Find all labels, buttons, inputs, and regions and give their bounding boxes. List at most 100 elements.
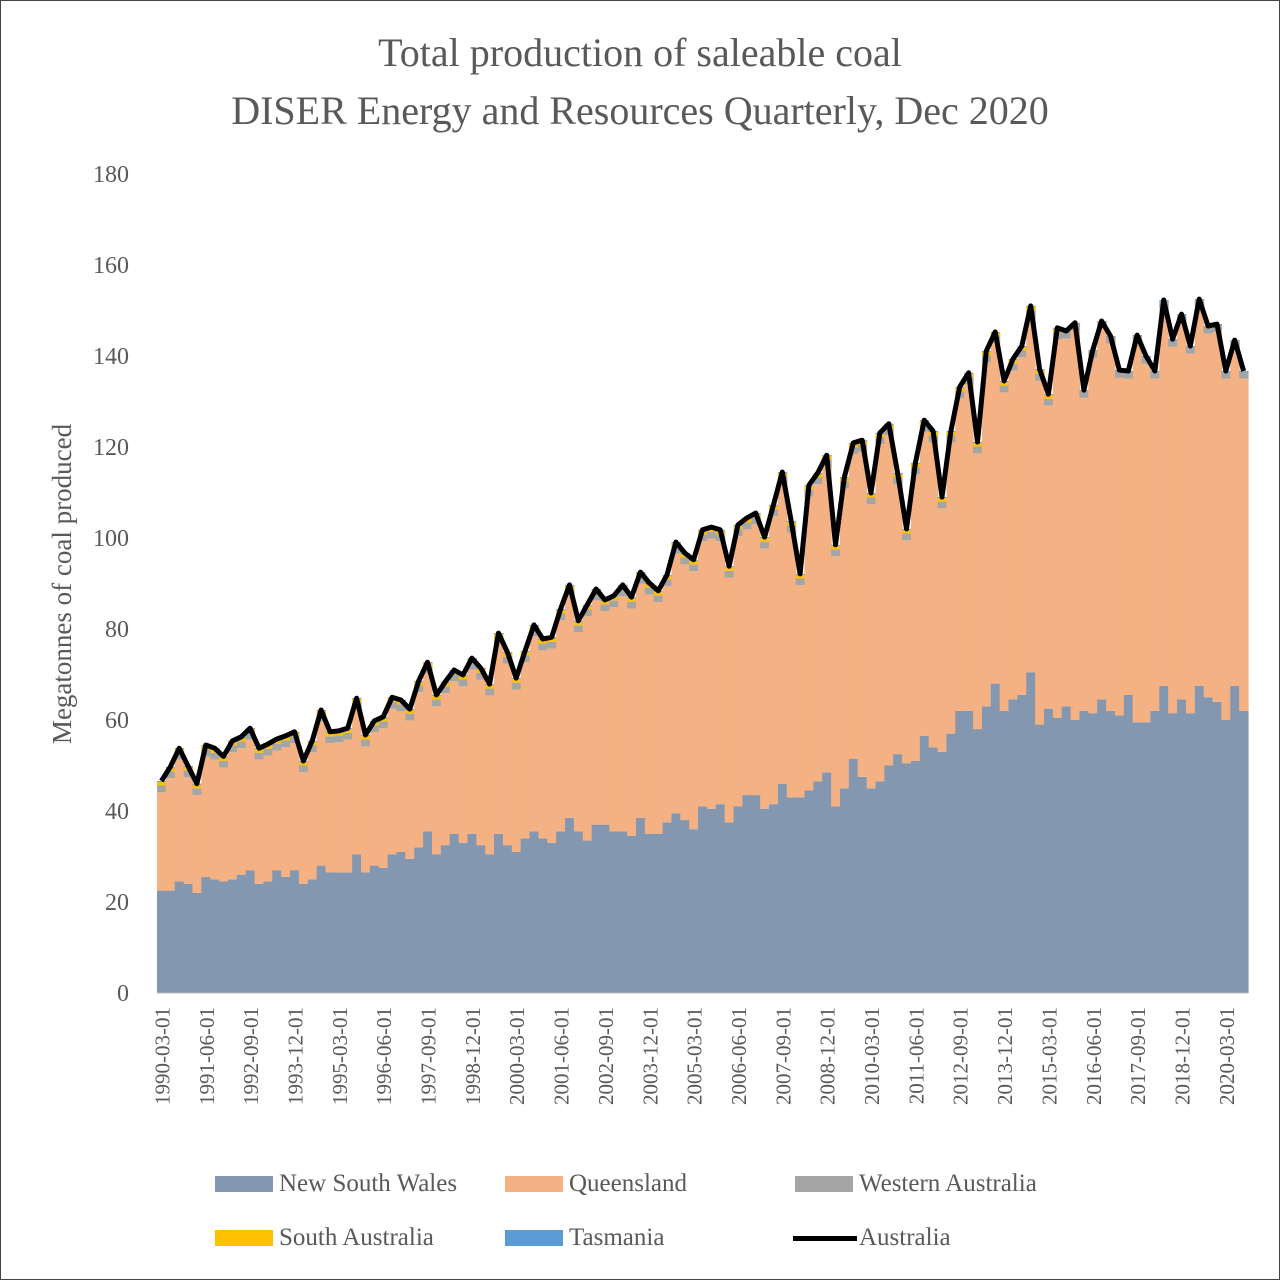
area-segment-new-south-wales	[245, 870, 256, 993]
area-segment-queensland	[1097, 328, 1107, 700]
area-segment-western-australia	[813, 477, 823, 485]
area-segment-south-australia	[361, 735, 371, 740]
area-segment-new-south-wales	[1097, 699, 1107, 993]
area-segment-new-south-wales	[1035, 724, 1045, 993]
area-segment-queensland	[733, 536, 744, 807]
area-segment-queensland	[1017, 357, 1027, 695]
legend-item-sa: South Australia	[215, 1224, 434, 1252]
x-tick-label: 2008-12-01	[816, 1007, 840, 1105]
area-segment-new-south-wales	[600, 824, 610, 993]
area-segment-queensland	[804, 496, 814, 791]
area-segment-western-australia	[1017, 350, 1027, 358]
area-segment-south-australia	[1043, 395, 1054, 399]
area-segment-queensland	[467, 669, 477, 834]
area-segment-new-south-wales	[325, 872, 335, 993]
area-segment-queensland	[1194, 306, 1205, 686]
area-segment-new-south-wales	[813, 781, 823, 993]
area-segment-south-australia	[547, 638, 557, 642]
area-segment-south-australia	[272, 740, 282, 744]
area-segment-western-australia	[520, 655, 531, 663]
area-segment-western-australia	[334, 735, 344, 743]
area-segment-queensland	[423, 673, 433, 832]
area-segment-western-australia	[706, 531, 717, 539]
area-segment-new-south-wales	[698, 806, 708, 993]
area-segment-queensland	[760, 548, 770, 809]
area-segment-new-south-wales	[689, 829, 699, 993]
area-segment-queensland	[538, 650, 548, 839]
area-segment-western-australia	[396, 704, 406, 712]
y-tick-label: 40	[105, 799, 129, 825]
area-segment-new-south-wales	[378, 867, 389, 994]
area-segment-queensland	[1177, 321, 1187, 700]
area-segment-new-south-wales	[671, 813, 681, 993]
area-segment-new-south-wales	[361, 872, 371, 993]
area-segment-new-south-wales	[795, 797, 806, 993]
area-segment-queensland	[795, 585, 806, 798]
area-segment-south-australia	[325, 732, 335, 737]
area-segment-queensland	[653, 602, 664, 834]
area-segment-queensland	[165, 778, 176, 891]
area-segment-queensland	[990, 343, 1001, 684]
area-segment-western-australia	[937, 501, 948, 509]
area-segment-western-australia	[653, 595, 664, 603]
area-segment-queensland	[1132, 342, 1143, 723]
area-segment-new-south-wales	[263, 881, 273, 993]
area-segment-new-south-wales	[343, 872, 353, 993]
area-segment-new-south-wales	[236, 874, 247, 993]
area-segment-queensland	[325, 743, 335, 873]
area-segment-new-south-wales	[822, 772, 832, 993]
area-segment-western-australia	[192, 788, 202, 796]
area-segment-queensland	[405, 720, 415, 859]
area-segment-tasmania	[157, 780, 167, 782]
area-segment-queensland	[547, 648, 557, 843]
x-tick-label: 2013-12-01	[993, 1007, 1017, 1105]
area-segment-queensland	[1043, 405, 1054, 709]
area-segment-new-south-wales	[1168, 713, 1178, 993]
area-segment-new-south-wales	[662, 822, 673, 994]
area-segment-queensland	[875, 444, 885, 782]
area-segment-western-australia	[529, 629, 540, 637]
chart-subtitle: DISER Energy and Resources Quarterly, De…	[231, 88, 1049, 133]
x-tick-label: 1997-09-01	[417, 1007, 441, 1105]
area-segment-queensland	[671, 553, 681, 814]
area-segment-new-south-wales	[494, 833, 504, 993]
area-segment-new-south-wales	[369, 865, 380, 993]
area-segment-new-south-wales	[618, 831, 628, 993]
area-segment-western-australia	[662, 579, 673, 587]
area-segment-queensland	[556, 620, 566, 832]
area-segment-western-australia	[281, 740, 291, 748]
area-segment-western-australia	[618, 589, 628, 597]
area-segment-south-australia	[609, 596, 619, 601]
area-segment-new-south-wales	[1194, 685, 1205, 994]
area-segment-new-south-wales	[458, 842, 469, 993]
legend-label: Australia	[859, 1224, 951, 1251]
area-segment-queensland	[183, 777, 194, 884]
legend-item-wa: Western Australia	[795, 1170, 1037, 1198]
area-segment-new-south-wales	[201, 876, 211, 993]
area-segment-new-south-wales	[1106, 710, 1116, 993]
area-segment-queensland	[706, 538, 717, 809]
area-segment-new-south-wales	[1043, 708, 1054, 994]
area-segment-queensland	[1150, 378, 1160, 711]
area-segment-queensland	[1114, 377, 1125, 716]
area-segment-new-south-wales	[946, 733, 956, 993]
area-segment-queensland	[582, 616, 593, 841]
legend-swatch	[795, 1176, 853, 1192]
y-tick-label: 140	[93, 344, 129, 370]
area-segment-queensland	[1079, 397, 1089, 711]
area-segment-new-south-wales	[760, 808, 770, 993]
area-segment-south-australia	[431, 695, 442, 700]
area-segment-new-south-wales	[1177, 699, 1187, 993]
area-segment-queensland	[281, 747, 291, 877]
area-segment-western-australia	[609, 600, 619, 608]
area-segment-western-australia	[414, 685, 424, 693]
area-segment-queensland	[485, 695, 495, 855]
area-segment-queensland	[192, 795, 202, 893]
area-segment-new-south-wales	[1008, 699, 1018, 993]
area-segment-western-australia	[485, 688, 495, 696]
area-segment-new-south-wales	[165, 890, 176, 994]
area-segment-queensland	[157, 792, 167, 891]
area-segment-western-australia	[831, 549, 841, 557]
area-segment-new-south-wales	[1221, 720, 1231, 993]
